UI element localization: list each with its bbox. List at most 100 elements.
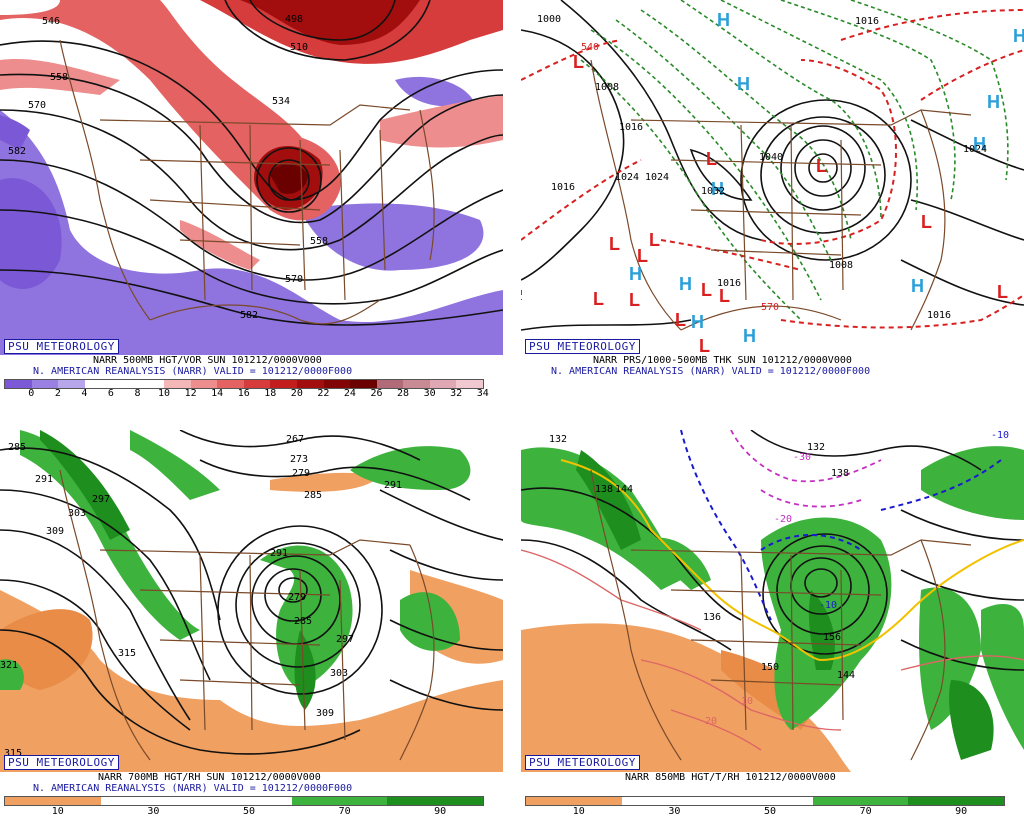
scale-swatch — [812, 797, 861, 805]
contour-label: 309 — [46, 526, 64, 537]
contour-label: 279 — [288, 592, 306, 603]
scale-swatch — [621, 797, 670, 805]
svg-text:L: L — [701, 280, 712, 300]
contour-label: 285 — [304, 490, 322, 501]
scale-tick: 16 — [237, 388, 250, 399]
temp-label: 10 — [741, 696, 753, 707]
scale-tick: 70 — [338, 806, 351, 817]
isobar-label: 1016 — [927, 310, 951, 321]
svg-text:H: H — [679, 274, 692, 294]
contour-label: 267 — [286, 434, 304, 445]
contour-label: 144 — [837, 670, 855, 681]
scale-swatch — [860, 797, 909, 805]
isobar-label: 1000 — [537, 14, 561, 25]
psu-meteorology-badge: PSU METEOROLOGY — [525, 339, 640, 354]
contour-label: 291 — [384, 480, 402, 491]
scale-tick: 0 — [28, 388, 35, 399]
rh-color-scale — [525, 796, 1005, 806]
caption-valid: N. AMERICAN REANALYSIS (NARR) VALID = 10… — [33, 366, 353, 377]
vorticity-scale-ticks: 0 2 4 6 8 10 12 14 16 18 20 22 24 26 28 30 32 34 — [4, 388, 488, 400]
scale-tick: 90 — [434, 806, 447, 817]
pressure-map: L L L L L L L L L L L L L L H H H H H H … — [521, 0, 1024, 355]
scale-swatch — [100, 797, 149, 805]
scale-swatch — [376, 380, 404, 388]
svg-text:L: L — [649, 230, 660, 250]
scale-tick: 30 — [147, 806, 160, 817]
temp-label: -10 — [991, 430, 1009, 441]
scale-swatch — [669, 797, 718, 805]
rh-scale-ticks: 10 30 50 70 90 — [525, 806, 1003, 818]
contour-label: 558 — [310, 236, 328, 247]
scale-swatch — [196, 797, 244, 805]
scale-tick: 70 — [859, 806, 872, 817]
contour-label: 321 — [0, 660, 18, 671]
contour-label: 132 — [549, 434, 567, 445]
contour-label: 582 — [240, 310, 258, 321]
isobar-label: 1016 — [855, 16, 879, 27]
svg-text:L: L — [706, 149, 717, 169]
scale-swatch — [717, 797, 765, 805]
contour-label: 510 — [290, 42, 308, 53]
contour-label: 498 — [285, 14, 303, 25]
scale-swatch — [350, 380, 377, 388]
scale-swatch — [243, 797, 292, 805]
contour-label: 558 — [50, 72, 68, 83]
svg-text:L: L — [637, 246, 648, 266]
scale-tick: 4 — [81, 388, 88, 399]
scale-swatch — [111, 380, 138, 388]
svg-text:H: H — [973, 134, 986, 154]
scale-swatch — [217, 380, 244, 388]
scale-tick: 2 — [54, 388, 61, 399]
scale-tick: 32 — [450, 388, 463, 399]
caption-valid: N. AMERICAN REANALYSIS (NARR) VALID = 10… — [551, 366, 871, 377]
rh-color-scale — [4, 796, 484, 806]
scale-tick: 30 — [668, 806, 681, 817]
contour-label: 156 — [823, 632, 841, 643]
contour-label: 570 — [285, 274, 303, 285]
contour-label: 546 — [42, 16, 60, 27]
contour-label: 291 — [270, 548, 288, 559]
scale-swatch — [456, 380, 483, 388]
isobar-label: 1024 — [645, 172, 669, 183]
scale-tick: 18 — [264, 388, 277, 399]
scale-swatch — [435, 797, 483, 805]
scale-swatch — [956, 797, 1004, 805]
temp-label: -10 — [819, 600, 837, 611]
contour-label: 138 — [595, 484, 613, 495]
caption-title: NARR PRS/1000-500MB THK SUN 101212/0000V… — [593, 355, 852, 366]
svg-text:L: L — [573, 52, 584, 72]
scale-tick: 34 — [476, 388, 489, 399]
svg-text:L: L — [997, 282, 1008, 302]
scale-swatch — [270, 380, 298, 388]
scale-tick: 14 — [211, 388, 224, 399]
contour-label: 297 — [336, 634, 354, 645]
scale-tick: 50 — [763, 806, 777, 817]
svg-text:L: L — [609, 234, 620, 254]
scale-swatch — [58, 380, 85, 388]
rh700-map: 285 291 297 303 309 315 321 315 267 273 … — [0, 430, 503, 772]
scale-swatch — [573, 797, 622, 805]
vorticity-color-scale — [4, 379, 484, 389]
scale-swatch — [339, 797, 388, 805]
svg-text:H: H — [629, 264, 642, 284]
scale-swatch — [84, 380, 112, 388]
scale-tick: 90 — [955, 806, 968, 817]
scale-tick: 26 — [370, 388, 383, 399]
contour-label: 285 — [294, 616, 312, 627]
vorticity-map: 498 510 534 546 558 570 582 558 570 582 — [0, 0, 503, 355]
scale-swatch — [429, 380, 457, 388]
contour-label: 315 — [4, 748, 22, 759]
scale-tick: 6 — [107, 388, 114, 399]
contour-label: 150 — [761, 662, 779, 673]
scale-tick: 8 — [134, 388, 141, 399]
scale-swatch — [52, 797, 101, 805]
scale-tick: 12 — [184, 388, 197, 399]
rh-scale-ticks: 10 30 50 70 90 — [4, 806, 482, 818]
scale-swatch — [764, 797, 813, 805]
scale-swatch — [323, 380, 351, 388]
contour-label: 273 — [290, 454, 308, 465]
contour-label: 534 — [272, 96, 290, 107]
psu-meteorology-badge: PSU METEOROLOGY — [525, 755, 640, 770]
scale-swatch — [908, 797, 957, 805]
isobar-label: 1008 — [829, 260, 853, 271]
